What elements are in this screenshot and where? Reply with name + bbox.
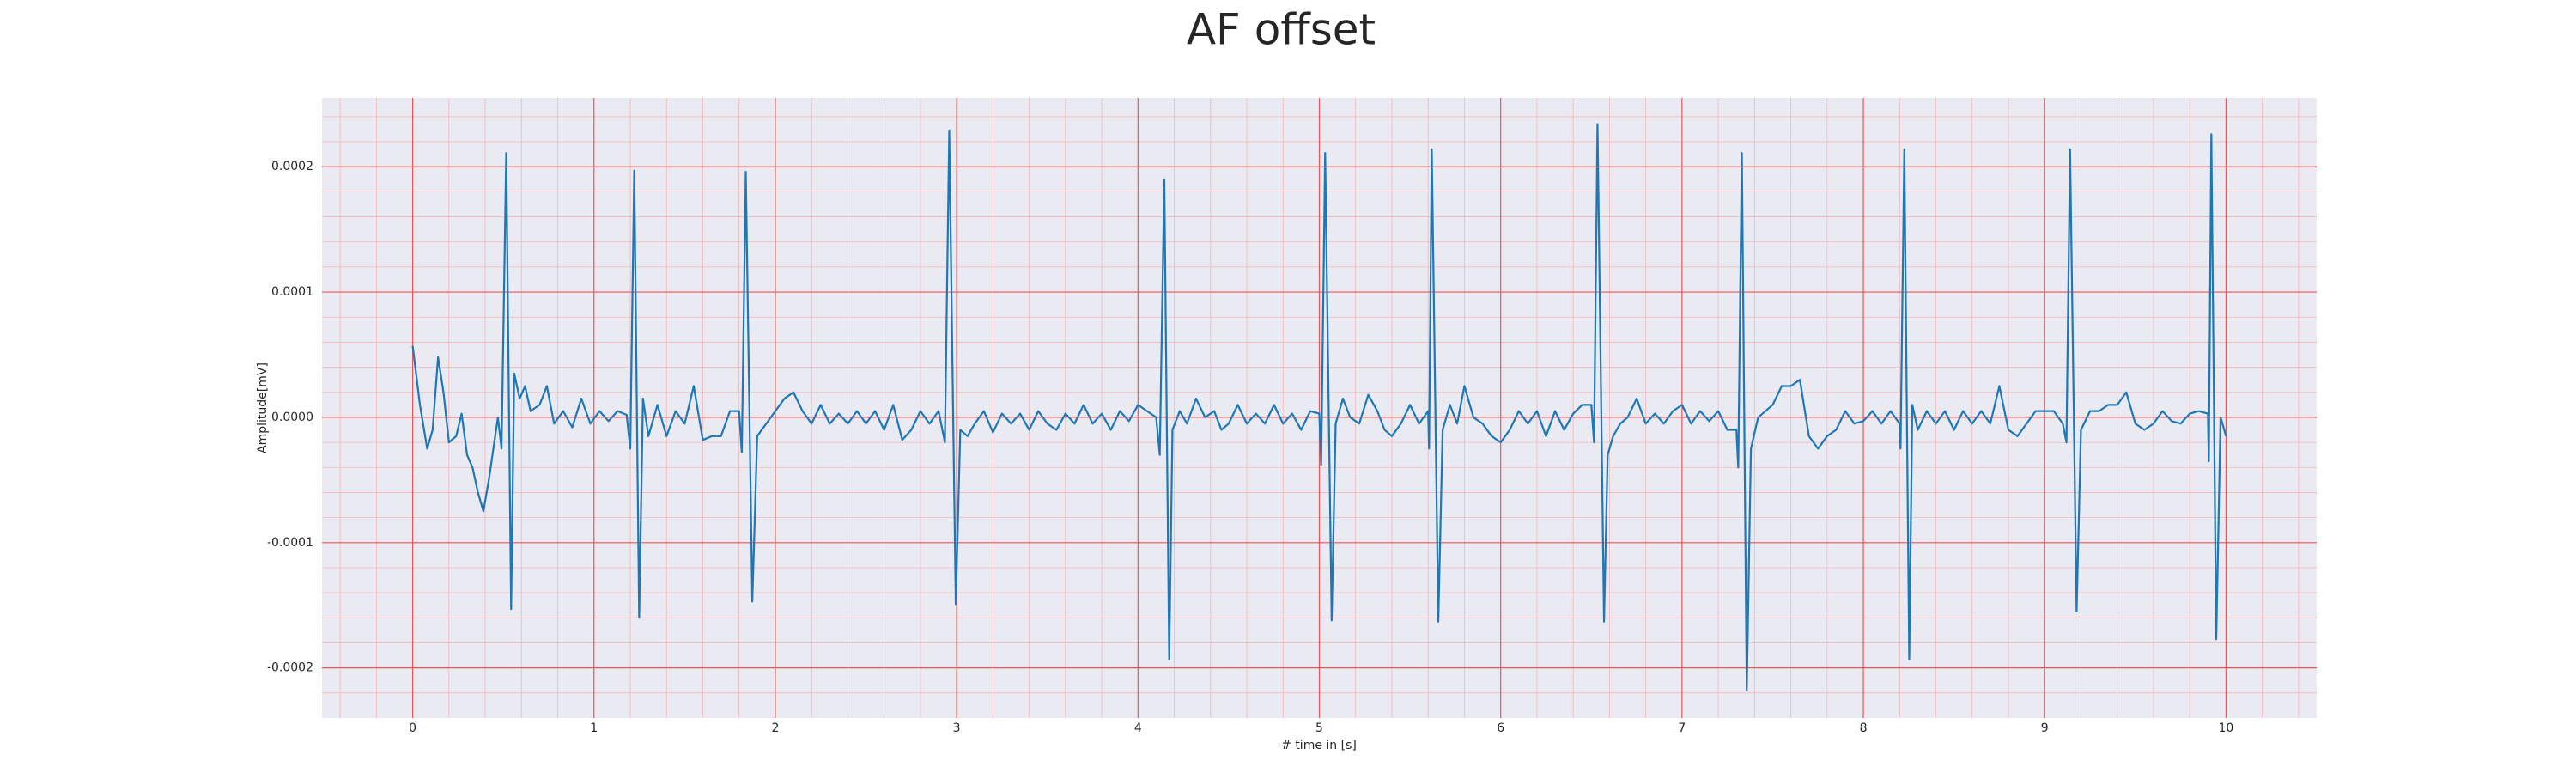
y-tick-label: 0.0002 bbox=[271, 160, 313, 173]
x-tick-label: 4 bbox=[1134, 721, 1142, 735]
y-tick-label: -0.0001 bbox=[267, 536, 313, 550]
labels: 0 1 2 3 4 5 6 7 8 9 10 -0.0002 -0.0001 0.0000 0.0001 0.… bbox=[267, 160, 2233, 735]
x-tick-label: 3 bbox=[953, 721, 961, 735]
x-tick-label: 7 bbox=[1678, 721, 1686, 735]
x-tick-label: 2 bbox=[771, 721, 779, 735]
x-axis-label: # time in [s] bbox=[1281, 739, 1357, 752]
x-tick-label: 9 bbox=[2041, 721, 2049, 735]
x-tick-label: 0 bbox=[409, 721, 416, 735]
y-tick-label: 0.0001 bbox=[271, 285, 313, 299]
grid bbox=[322, 98, 2317, 718]
x-tick-label: 8 bbox=[1860, 721, 1868, 735]
x-tick-label: 10 bbox=[2218, 721, 2233, 735]
x-tick-label: 6 bbox=[1497, 721, 1504, 735]
chart-title: AF offset bbox=[1187, 5, 1376, 55]
y-tick-label: -0.0002 bbox=[267, 661, 313, 675]
signal-line bbox=[411, 123, 2227, 692]
y-tick-label: 0.0000 bbox=[271, 411, 313, 424]
x-tick-label: 5 bbox=[1315, 721, 1323, 735]
marks bbox=[411, 123, 2227, 692]
x-tick-label: 1 bbox=[590, 721, 598, 735]
y-axis-label: Amplitude[mV] bbox=[256, 362, 270, 453]
